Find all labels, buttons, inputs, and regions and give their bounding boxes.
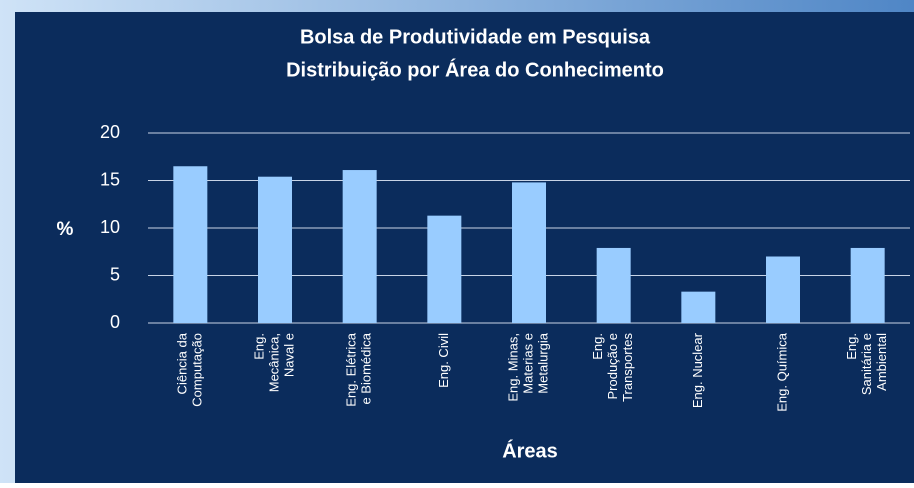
x-tick-label: Eng.: [590, 333, 605, 360]
bar: [681, 291, 716, 323]
x-tick-label: Eng.: [844, 333, 859, 360]
x-tick-label: Transportes: [620, 333, 635, 402]
x-tick-label: Naval e: [281, 333, 296, 377]
x-tick-label: Materias e: [520, 333, 535, 394]
y-tick-label: 10: [100, 217, 120, 237]
y-axis-label: %: [57, 219, 74, 240]
x-tick-label: Eng. Elétrica: [344, 332, 359, 406]
bar: [258, 176, 292, 323]
x-axis-label: Áreas: [502, 439, 558, 462]
x-tick-label: Sanitária e: [859, 333, 874, 395]
x-tick-label: Eng. Nuclear: [690, 332, 705, 408]
y-tick-label: 5: [110, 264, 120, 284]
y-tick-label: 0: [110, 312, 120, 332]
x-tick-label: Eng. Civil: [436, 333, 451, 388]
bar: [850, 247, 885, 323]
chart-title: Bolsa de Produtividade em Pesquisa: [300, 26, 651, 48]
x-tick-label: Eng. Química: [774, 332, 789, 412]
x-tick-label: Mecânica,: [266, 333, 281, 392]
bar: [766, 256, 800, 323]
x-tick-label: Produção e: [605, 333, 620, 400]
x-tick-label: Ambiental: [874, 333, 889, 391]
bar: [342, 170, 377, 323]
x-tick-label: Ciência da: [174, 332, 189, 394]
bar: [512, 182, 546, 323]
x-tick-label: e Biomédica: [359, 332, 374, 404]
bar: [596, 247, 631, 323]
panel: [15, 12, 914, 483]
y-tick-label: 15: [100, 169, 120, 189]
bar: [427, 215, 462, 323]
x-tick-label: Metalurgia: [535, 332, 550, 393]
y-tick-label: 20: [100, 122, 120, 142]
x-tick-label: Eng.: [251, 333, 266, 360]
x-tick-label: Eng. Minas,: [505, 333, 520, 402]
x-tick-label: Computação: [189, 333, 204, 407]
bar: [173, 166, 208, 323]
chart-title: Distribuição por Área do Conhecimento: [286, 58, 664, 81]
